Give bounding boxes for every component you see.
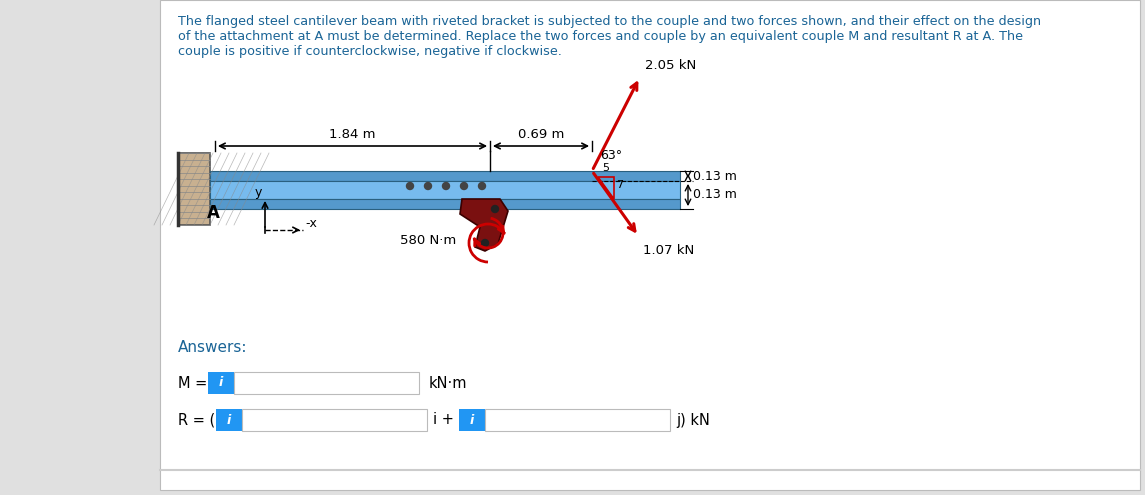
Text: 7: 7 <box>616 180 623 190</box>
Text: y: y <box>255 186 262 199</box>
Bar <box>160 0 1140 490</box>
Text: 580 N·m: 580 N·m <box>400 235 456 248</box>
Bar <box>210 199 680 209</box>
Bar <box>485 409 670 431</box>
Text: 0.69 m: 0.69 m <box>518 128 564 141</box>
Text: of the attachment at A must be determined. Replace the two forces and couple by : of the attachment at A must be determine… <box>177 30 1022 43</box>
Text: 0.13 m: 0.13 m <box>693 169 737 183</box>
Polygon shape <box>460 199 508 251</box>
Circle shape <box>406 183 413 190</box>
Bar <box>208 372 234 394</box>
Polygon shape <box>177 153 210 225</box>
Text: couple is positive if counterclockwise, negative if clockwise.: couple is positive if counterclockwise, … <box>177 45 562 58</box>
Text: i: i <box>219 377 223 390</box>
Text: The flanged steel cantilever beam with riveted bracket is subjected to the coupl: The flanged steel cantilever beam with r… <box>177 15 1041 28</box>
Bar <box>459 409 485 431</box>
Text: 0.13 m: 0.13 m <box>693 189 737 201</box>
Text: -x: -x <box>305 217 317 230</box>
Bar <box>210 171 680 181</box>
Text: i +: i + <box>433 412 458 428</box>
Text: i: i <box>227 413 231 427</box>
Bar <box>216 409 242 431</box>
Text: M =: M = <box>177 376 212 391</box>
Text: Answers:: Answers: <box>177 340 247 355</box>
Text: R = (: R = ( <box>177 412 220 428</box>
Text: 2.05 kN: 2.05 kN <box>645 59 696 72</box>
Text: 5: 5 <box>602 163 609 173</box>
Bar <box>242 409 427 431</box>
Text: i: i <box>469 413 474 427</box>
Bar <box>210 181 680 199</box>
Text: j) kN: j) kN <box>676 412 710 428</box>
Bar <box>234 372 419 394</box>
Text: A: A <box>207 204 220 222</box>
Text: 1.84 m: 1.84 m <box>329 128 376 141</box>
Circle shape <box>479 183 485 190</box>
Circle shape <box>491 205 498 212</box>
Circle shape <box>460 183 467 190</box>
Text: 63°: 63° <box>600 149 622 162</box>
Text: kN·m: kN·m <box>429 376 467 391</box>
Circle shape <box>482 240 489 247</box>
Circle shape <box>425 183 432 190</box>
Circle shape <box>442 183 450 190</box>
Text: 1.07 kN: 1.07 kN <box>643 244 695 257</box>
